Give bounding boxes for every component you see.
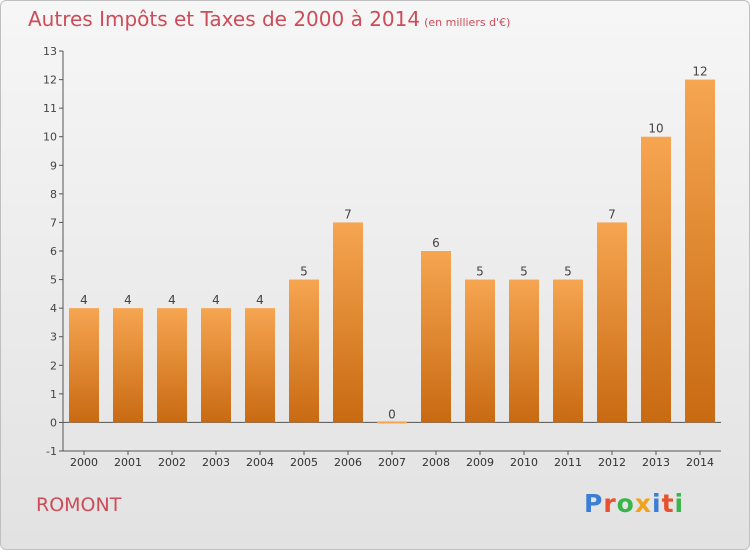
x-tick-label: 2004: [246, 456, 274, 469]
logo-letter: t: [661, 489, 675, 518]
y-tick-label: 9: [50, 159, 57, 172]
bar: [597, 222, 627, 423]
y-tick-label: 0: [50, 416, 57, 429]
y-tick-label: 5: [50, 274, 57, 287]
bar: [421, 251, 451, 423]
bar: [201, 308, 231, 423]
data-label: 5: [564, 265, 572, 279]
x-tick-label: 2012: [598, 456, 626, 469]
bar: [289, 279, 319, 423]
data-label: 0: [388, 407, 396, 421]
logo-letter: P: [584, 489, 604, 518]
x-tick-label: 2003: [202, 456, 230, 469]
y-tick-label: 2: [50, 359, 57, 372]
bar: [333, 222, 363, 423]
data-label: 12: [692, 65, 707, 79]
logo-letter: r: [603, 489, 617, 518]
bar: [69, 308, 99, 423]
y-tick-label: 3: [50, 331, 57, 344]
logo-letter: i: [674, 489, 685, 518]
x-tick-label: 2000: [70, 456, 98, 469]
x-tick-label: 2007: [378, 456, 406, 469]
data-label: 5: [300, 265, 308, 279]
chart-title-text: Autres Impôts et Taxes de 2000 à 2014: [28, 7, 421, 31]
data-label: 4: [124, 293, 132, 307]
data-label: 5: [520, 265, 528, 279]
data-label: 4: [80, 293, 88, 307]
bar: [245, 308, 275, 423]
x-tick-label: 2006: [334, 456, 362, 469]
y-tick-label: 8: [50, 188, 57, 201]
bar: [553, 279, 583, 423]
y-tick-label: -1: [46, 445, 57, 458]
bar: [509, 279, 539, 423]
y-tick-label: 7: [50, 216, 57, 229]
bar: [113, 308, 143, 423]
logo-letter: i: [652, 489, 662, 518]
bar: [641, 136, 671, 423]
y-tick-label: 4: [50, 302, 57, 315]
chart-subtitle: (en milliers d'€): [424, 16, 511, 29]
x-tick-label: 2001: [114, 456, 142, 469]
x-tick-label: 2005: [290, 456, 318, 469]
bar: [157, 308, 187, 423]
y-tick-label: 1: [50, 388, 57, 401]
y-tick-label: 10: [43, 131, 57, 144]
x-tick-label: 2013: [642, 456, 670, 469]
data-label: 7: [608, 207, 616, 221]
data-label: 5: [476, 265, 484, 279]
chart-title: Autres Impôts et Taxes de 2000 à 2014 (en…: [28, 7, 510, 31]
y-tick-label: 12: [43, 74, 57, 87]
y-tick-label: 11: [43, 102, 57, 115]
x-tick-label: 2010: [510, 456, 538, 469]
logo-letter: o: [616, 489, 635, 518]
town-name: ROMONT: [36, 494, 122, 516]
bar: [685, 79, 715, 423]
data-label: 4: [256, 293, 264, 307]
x-tick-label: 2002: [158, 456, 186, 469]
x-tick-label: 2014: [686, 456, 714, 469]
data-label: 10: [648, 122, 663, 136]
bar: [465, 279, 495, 423]
data-label: 6: [432, 236, 440, 250]
bar: [377, 421, 407, 424]
data-label: 4: [212, 293, 220, 307]
x-tick-label: 2008: [422, 456, 450, 469]
proxiti-logo[interactable]: Proxiti: [584, 489, 684, 518]
x-tick-label: 2011: [554, 456, 582, 469]
data-label: 4: [168, 293, 176, 307]
y-tick-label: 13: [43, 45, 57, 58]
y-tick-label: 6: [50, 245, 57, 258]
logo-letter: x: [634, 489, 652, 518]
data-label: 7: [344, 207, 352, 221]
x-tick-label: 2009: [466, 456, 494, 469]
